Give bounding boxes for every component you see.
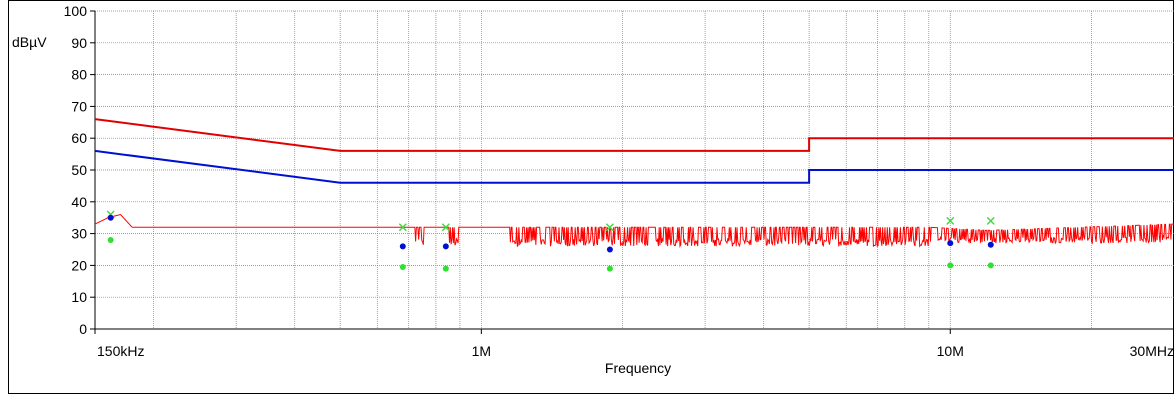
avg-marker [442,243,449,250]
avg-marker [947,240,954,247]
y-tick-label: 0 [79,321,87,337]
qp-marker [441,223,450,232]
y-tick-label: 40 [71,194,87,210]
qp-marker [946,216,955,225]
avg-marker [399,243,406,250]
avg-result-marker [107,236,114,243]
y-tick-label: 70 [71,98,87,114]
x-tick-label: 150kHz [97,343,144,359]
qp-marker-cross [398,223,407,232]
avg-result-marker [606,265,613,272]
y-tick-label: 20 [71,257,87,273]
avg-marker [987,241,994,248]
x-tick-label: 30MHz [1130,343,1174,359]
y-axis-unit-label: dBµV [12,34,47,50]
x-axis-label: Frequency [605,360,671,376]
avg-marker [107,214,114,221]
chart-frame [8,0,1174,394]
series [94,118,1174,272]
y-tick-label: 60 [71,130,87,146]
quasi-peak-limit-line [94,118,1174,152]
scan-trace-line [94,213,1174,249]
y-tick-label: 50 [71,162,87,178]
avg-result-marker [442,265,449,272]
qp-marker [986,216,995,225]
avg-marker [606,246,613,253]
qp-marker-cross [605,223,614,232]
qp-marker [398,223,407,232]
qp-marker-cross [441,223,450,232]
qp-marker-cross [946,216,955,225]
x-tick-label: 1M [472,343,491,359]
y-tick-label: 80 [71,67,87,83]
y-tick-label: 100 [64,3,88,19]
qp-marker-cross [986,216,995,225]
qp-marker [605,223,614,232]
x-tick-label: 10M [937,343,964,359]
avg-result-marker [399,263,406,270]
y-tick-label: 90 [71,35,87,51]
average-limit-line [94,149,1174,184]
y-tick-label: 10 [71,289,87,305]
y-tick-label: 30 [71,226,87,242]
avg-result-marker [947,262,954,269]
axes: 0 10 20 30 40 50 60 70 80 90 100 150kHz 1M 10M 30MHz [64,3,1174,359]
avg-result-marker [987,262,994,269]
